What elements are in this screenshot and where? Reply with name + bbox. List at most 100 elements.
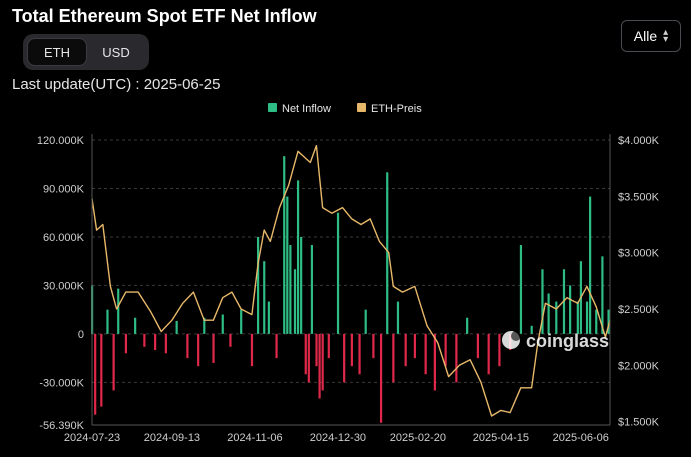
unit-eth-button[interactable]: ETH xyxy=(27,38,87,66)
x-tick-label: 2024-07-23 xyxy=(64,432,120,444)
inflow-bar xyxy=(433,333,436,391)
inflow-bar xyxy=(576,301,579,334)
inflow-bar xyxy=(487,333,490,375)
inflow-bar xyxy=(293,269,297,334)
inflow-bar xyxy=(404,333,407,367)
inflow-bar xyxy=(283,156,286,334)
chevron-up-down-icon: ▴ ▾ xyxy=(663,27,669,45)
y-right-tick-label: $2.500K xyxy=(618,304,660,316)
inflow-bar xyxy=(112,333,115,391)
unit-usd-button[interactable]: USD xyxy=(102,44,130,60)
inflow-bar xyxy=(100,333,103,407)
legend-swatch-net-inflow xyxy=(268,103,277,112)
inflow-bar xyxy=(186,333,189,359)
inflow-bar xyxy=(498,333,501,367)
axes: 120.000K 90.000K 60.000K 30.000K 0 -30.000K -5… xyxy=(37,134,660,444)
inflow-bar xyxy=(569,285,572,334)
inflow-bar xyxy=(304,333,307,375)
inflow-bar xyxy=(263,261,266,334)
inflow-bar xyxy=(240,309,243,334)
y-right-tick-label: $2.000K xyxy=(618,360,660,372)
inflow-bar xyxy=(286,196,289,334)
inflow-bar xyxy=(229,333,232,347)
inflow-bar xyxy=(315,333,318,367)
inflow-bar xyxy=(327,333,330,359)
y-right-tick-label: $1.500K xyxy=(618,417,660,429)
inflow-bar xyxy=(413,333,416,359)
inflow-bar xyxy=(343,333,346,383)
inflow-bar xyxy=(396,301,400,334)
inflow-bar xyxy=(555,301,558,334)
inflow-bar xyxy=(221,314,224,334)
inflow-bar xyxy=(519,245,523,334)
inflow-bar xyxy=(289,245,292,334)
inflow-bar xyxy=(124,333,128,354)
watermark: coinglass xyxy=(502,331,609,351)
inflow-bar xyxy=(589,196,592,334)
inflow-bar xyxy=(143,333,146,347)
inflow-bar xyxy=(585,301,589,334)
coinglass-logo-icon xyxy=(502,331,521,349)
inflow-bar xyxy=(307,333,310,383)
inflow-bar xyxy=(607,309,610,334)
inflow-bar xyxy=(175,320,178,334)
inflow-bar xyxy=(134,317,137,334)
inflow-bar xyxy=(250,333,254,367)
inflow-bar xyxy=(296,180,300,334)
range-select[interactable]: Alle ▴ ▾ xyxy=(621,20,681,52)
inflow-bar xyxy=(547,293,550,334)
inflow-bar xyxy=(455,333,458,383)
inflow-bar xyxy=(336,212,340,334)
inflow-bar xyxy=(310,245,314,334)
inflow-bar xyxy=(203,317,206,334)
inflow-bar xyxy=(386,172,389,334)
x-tick-label: 2024-09-13 xyxy=(144,432,200,444)
inflow-bar xyxy=(601,256,604,334)
watermark-text: coinglass xyxy=(526,331,609,351)
y-left-tick-label: 90.000K xyxy=(43,183,85,195)
y-right-tick-label: $3.000K xyxy=(618,248,660,260)
unit-toggle[interactable]: ETH USD xyxy=(23,34,149,70)
inflow-bar xyxy=(466,317,469,334)
inflow-bar xyxy=(595,309,598,334)
y-left-tick-label: 0 xyxy=(78,329,84,341)
price-line xyxy=(91,144,611,417)
x-tick-label: 2025-04-15 xyxy=(473,432,529,444)
legend-label-net-inflow: Net Inflow xyxy=(282,103,331,115)
x-tick-label: 2025-06-06 xyxy=(553,432,609,444)
inflow-bar xyxy=(154,333,157,351)
inflow-bars xyxy=(91,156,610,423)
legend-label-eth-price: ETH-Preis xyxy=(371,103,422,115)
inflow-bar xyxy=(321,333,324,391)
chart-title: Total Ethereum Spot ETF Net Inflow xyxy=(12,6,317,26)
y-right-tick-label: $3.500K xyxy=(618,191,660,203)
inflow-bar xyxy=(444,333,447,367)
inflow-bar xyxy=(94,333,97,415)
x-tick-label: 2024-11-06 xyxy=(227,432,282,444)
inflow-bar xyxy=(275,333,278,359)
inflow-bar xyxy=(267,301,270,334)
inflow-bar xyxy=(300,236,303,334)
inflow-bar xyxy=(358,333,361,375)
x-tick-label: 2024-12-30 xyxy=(310,432,366,444)
inflow-bar xyxy=(212,333,215,363)
y-left-tick-label: 60.000K xyxy=(43,232,85,244)
inflow-bar xyxy=(164,333,167,354)
last-update-text: Last update(UTC) : 2025-06-25 xyxy=(12,76,221,93)
price-line-group xyxy=(91,144,611,417)
y-left-tick-label: -30.000K xyxy=(39,377,84,389)
inflow-bar xyxy=(530,325,533,334)
inflow-bar xyxy=(318,333,321,399)
inflow-bar xyxy=(541,269,544,334)
x-tick-label: 2025-02-20 xyxy=(390,432,446,444)
y-left-tick-label: 30.000K xyxy=(43,280,85,292)
legend-swatch-eth-price xyxy=(357,103,366,112)
inflow-bar xyxy=(379,333,383,423)
inflow-bar xyxy=(197,333,200,367)
y-right-tick-label: $4.000K xyxy=(618,135,660,147)
y-left-tick-label: -56.390K xyxy=(39,420,84,432)
legend: Net Inflow ETH-Preis xyxy=(268,103,422,115)
y-left-tick-label: 120.000K xyxy=(37,135,85,147)
range-select-value: Alle xyxy=(633,28,658,44)
